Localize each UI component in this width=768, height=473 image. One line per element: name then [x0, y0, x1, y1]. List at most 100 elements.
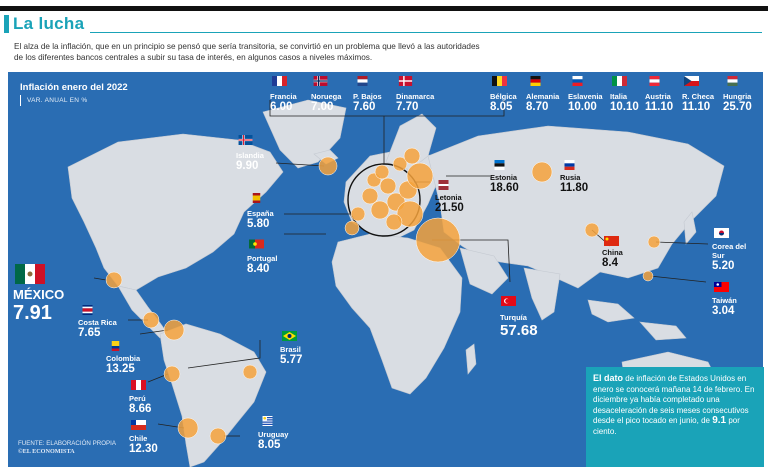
- denmark-flag-icon: [398, 76, 413, 86]
- label-portugal: Portugal 8.40: [247, 254, 277, 276]
- country-value: 8.05: [258, 439, 281, 451]
- latvia-flag-icon: [436, 180, 451, 190]
- country-name: Estonia: [490, 173, 518, 182]
- country-name: P. Bajos: [353, 92, 382, 101]
- country-value: 11.10: [645, 101, 674, 113]
- country-value: 3.04: [712, 305, 735, 317]
- note-text-1: de inflación de Estados Unidos en enero …: [593, 374, 755, 426]
- country-value: 7.00: [311, 101, 334, 113]
- uruguay-flag-icon: [260, 416, 275, 426]
- label-letonia: Letonia 21.50: [435, 193, 464, 215]
- legend-title: Inflación enero del 2022: [20, 82, 128, 93]
- country-value: 7.91: [13, 302, 52, 324]
- country-value: 21.50: [435, 202, 464, 214]
- country-value: 18.60: [490, 182, 519, 194]
- country-name: Noruega: [311, 92, 342, 101]
- slovenia-flag-icon: [570, 76, 585, 86]
- iceland-flag-icon: [238, 135, 253, 145]
- country-value: 5.20: [712, 260, 735, 272]
- china-flag-icon: [604, 236, 619, 246]
- country-value: 11.10: [682, 101, 711, 113]
- label-china: China 8.4: [602, 248, 623, 270]
- country-name: Turquía: [500, 313, 527, 322]
- label-mexico: MÉXICO 7.91: [13, 287, 64, 324]
- bubble-brasil: [242, 364, 258, 380]
- korea-flag-icon: [714, 228, 729, 238]
- italy-flag-icon: [612, 76, 627, 86]
- label-taiwan: Taiwán 3.04: [712, 296, 737, 318]
- title-accent-bar: [4, 15, 9, 33]
- norway-flag-icon: [313, 76, 328, 86]
- country-value: 12.30: [129, 443, 158, 455]
- costa-rica-flag-icon: [80, 305, 95, 315]
- country-value: 8.40: [247, 263, 270, 275]
- country-value: 8.4: [602, 257, 618, 269]
- title-underline: [90, 32, 762, 33]
- label-uruguay: Uruguay 8.05: [258, 430, 288, 452]
- page-subtitle: El alza de la inflación, que en un princ…: [14, 42, 480, 62]
- us-inflation-note: El dato de inflación de Estados Unidos e…: [586, 367, 764, 467]
- spain-flag-icon: [249, 193, 264, 203]
- bubble-noruega: [403, 147, 421, 165]
- note-lead: El dato: [593, 373, 624, 383]
- page-title: La lucha: [13, 14, 85, 33]
- bubble-letonia: [406, 162, 434, 190]
- country-value: 5.80: [247, 218, 270, 230]
- france-flag-icon: [272, 76, 287, 86]
- label-r-checa: R. Checa 11.10: [682, 92, 714, 114]
- portugal-flag-icon: [249, 239, 264, 249]
- country-name: Brasil: [280, 345, 301, 354]
- label-colombia: Colombia 13.25: [106, 354, 140, 376]
- russia-flag-icon: [562, 160, 577, 170]
- country-name: Corea del Sur: [712, 242, 747, 260]
- czech-flag-icon: [684, 76, 699, 86]
- label-austria: Austria 11.10: [645, 92, 673, 114]
- bubble-italia: [370, 200, 390, 220]
- brand-logo: ©EL ECONOMISTA: [18, 448, 75, 455]
- turkey-flag-icon: [501, 296, 516, 306]
- mexico-flag-icon: [15, 264, 45, 284]
- source-credit: FUENTE: ELABORACIÓN PROPIA ©EL ECONOMIST…: [18, 440, 116, 456]
- bubble-colombia: [163, 319, 185, 341]
- label-noruega: Noruega 7.00: [311, 92, 341, 114]
- label-peru: Perú 8.66: [129, 394, 151, 416]
- bubble-chile: [177, 417, 199, 439]
- netherlands-flag-icon: [355, 76, 370, 86]
- bubble-islandia: [318, 156, 338, 176]
- country-name: Austria: [645, 92, 671, 101]
- bubble-rusia: [531, 161, 553, 183]
- chile-flag-icon: [131, 420, 146, 430]
- bubble-hungria: [396, 200, 424, 228]
- hungary-flag-icon: [725, 76, 740, 86]
- bubble-alemania: [379, 177, 397, 195]
- country-name: Taiwán: [712, 296, 737, 305]
- country-name: Rusia: [560, 173, 581, 182]
- country-value: 7.70: [396, 101, 419, 113]
- country-name: Hungria: [723, 92, 752, 101]
- taiwan-flag-icon: [714, 282, 729, 292]
- label-francia: Francia 6.00: [270, 92, 297, 114]
- note-text-2: por ciento.: [593, 416, 740, 436]
- country-name: Eslavenia: [568, 92, 603, 101]
- country-name: Dinamarca: [396, 92, 435, 101]
- country-value: 5.77: [280, 354, 303, 366]
- country-name: Islandia: [236, 151, 264, 160]
- legend-divider: [20, 95, 21, 106]
- country-value: 10.00: [568, 101, 597, 113]
- country-value: 8.66: [129, 403, 152, 415]
- belgium-flag-icon: [492, 76, 507, 86]
- label-belgica: Bélgica 8.05: [490, 92, 517, 114]
- colombia-flag-icon: [108, 341, 123, 351]
- label-espana: España 5.80: [247, 209, 274, 231]
- bubble-corea: [647, 235, 661, 249]
- austria-flag-icon: [647, 76, 662, 86]
- bubble-uruguay: [209, 427, 227, 445]
- label-alemania: Alemania 8.70: [526, 92, 559, 114]
- bubble-espana: [350, 206, 366, 222]
- label-chile: Chile 12.30: [129, 434, 158, 456]
- country-value: 9.90: [236, 160, 259, 172]
- country-name: Letonia: [435, 193, 462, 202]
- country-name: China: [602, 248, 623, 257]
- bubble-peru: [163, 365, 181, 383]
- country-name: R. Checa: [682, 92, 715, 101]
